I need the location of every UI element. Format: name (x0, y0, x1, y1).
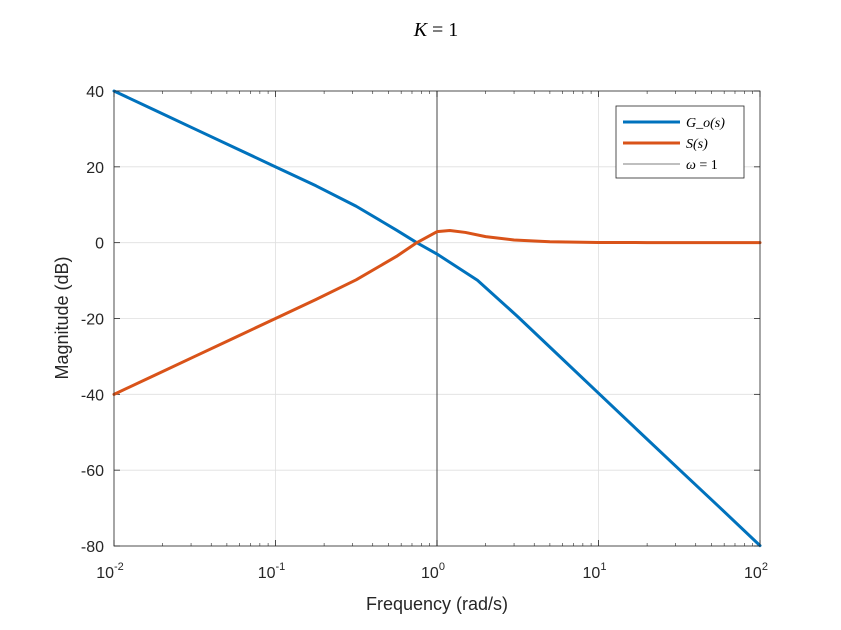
series-line-0 (112, 89, 762, 548)
x-tick-label-0: 10-2 (96, 561, 124, 582)
y-tick-label-1: 20 (86, 160, 104, 177)
legend: G_o(s) S(s) ω = 1 (615, 105, 745, 179)
x-axis-ticks: 10-2 10-1 100 101 102 (96, 91, 768, 582)
legend-label-go: G_o(s) (686, 116, 725, 131)
y-axis-label: Magnitude (dB) (52, 256, 72, 379)
chart-title: K = 1 (413, 19, 459, 41)
plot-frame (113, 90, 761, 547)
x-tick-label-3: 101 (583, 561, 607, 582)
x-tick-label-1: 10-1 (258, 561, 286, 582)
x-tick-label-2: 100 (421, 561, 445, 582)
y-tick-label-6: -80 (81, 539, 104, 556)
minor-ticks (162, 91, 753, 546)
x-tick-label-4: 102 (744, 561, 768, 582)
x-axis-label: Frequency (rad/s) (366, 594, 508, 614)
series-line-1 (112, 229, 762, 396)
y-tick-label-0: 40 (86, 84, 104, 101)
y-tick-label-2: 0 (95, 236, 104, 253)
y-tick-label-5: -60 (81, 463, 104, 480)
y-axis-ticks: 40 20 0 -20 -40 -60 -80 (81, 84, 760, 556)
y-tick-label-4: -40 (81, 387, 104, 404)
series-lines (112, 89, 762, 548)
y-tick-label-3: -20 (81, 312, 104, 329)
legend-label-s: S(s) (686, 137, 708, 152)
legend-label-omega: ω = 1 (686, 158, 718, 173)
